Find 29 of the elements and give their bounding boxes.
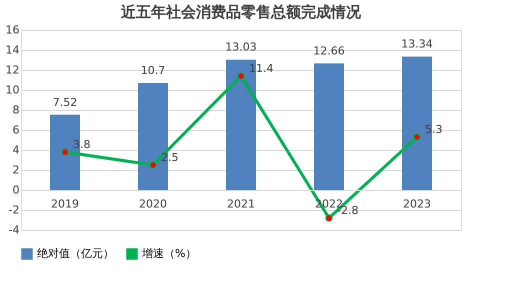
x-tick-label: 2021 (227, 198, 255, 210)
y-tick-label: 12 (6, 64, 20, 76)
y-tick-label: 2 (12, 164, 20, 176)
point (61, 148, 69, 156)
data-label: 13.03 (225, 40, 257, 54)
legend-label: 增速（%） (141, 247, 196, 260)
y-tick-label: -2 (8, 204, 20, 216)
y-tick-label: 8 (12, 104, 20, 116)
chart-title: 近五年社会消费品零售总额完成情况 (120, 3, 362, 21)
data-label: 12.66 (313, 44, 345, 58)
point (237, 72, 245, 80)
y-tick-label: 0 (12, 184, 20, 196)
y-tick-label: 4 (12, 144, 20, 156)
x-tick-label: 2023 (403, 198, 431, 210)
x-tick-label: 2019 (51, 198, 79, 210)
legend-label: 绝对值（亿元） (37, 247, 114, 260)
data-label: 10.7 (140, 64, 166, 77)
x-tick-label: 2020 (139, 198, 167, 210)
y-tick-label: -4 (8, 224, 20, 236)
data-label: 13.34 (401, 38, 433, 51)
y-tick-label: 14 (6, 44, 20, 56)
point (325, 214, 333, 222)
y-tick-label: 16 (6, 24, 20, 36)
data-label: 7.52 (52, 96, 78, 109)
y-tick-label: 6 (12, 124, 20, 136)
point (149, 161, 157, 169)
bar (314, 63, 344, 190)
y-tick-label: 10 (6, 84, 20, 96)
point (413, 133, 421, 141)
